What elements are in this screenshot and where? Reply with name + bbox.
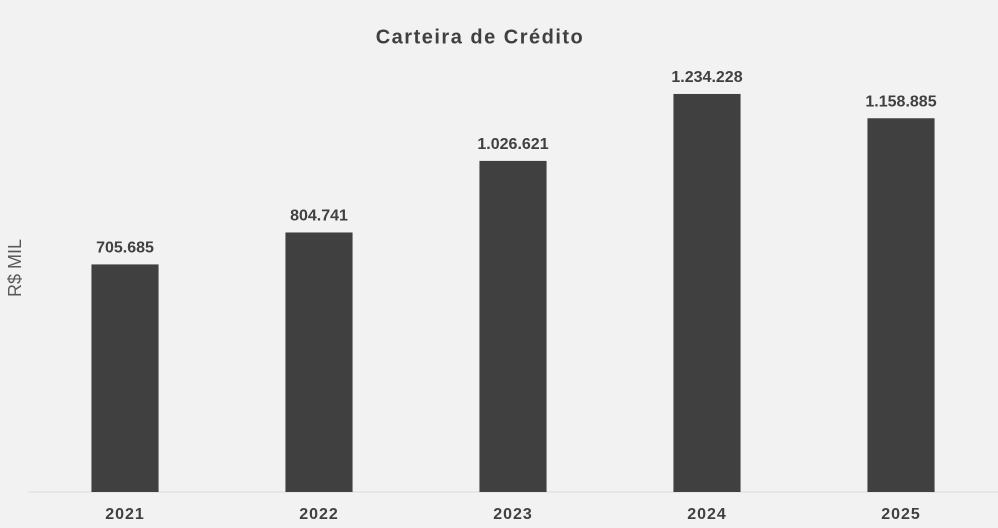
- x-tick-label: 2022: [299, 506, 339, 523]
- bar: [867, 118, 935, 493]
- bar: [285, 232, 353, 493]
- data-label: 804.741: [290, 208, 348, 225]
- data-label: 1.158.885: [865, 93, 936, 110]
- bar: [91, 264, 159, 492]
- chart-title: Carteira de Crédito: [376, 26, 585, 48]
- x-tick-label: 2021: [105, 506, 145, 523]
- y-axis-title: R$ MIL: [5, 239, 25, 297]
- bar: [673, 93, 741, 492]
- data-label: 1.026.621: [477, 136, 548, 153]
- data-label: 1.234.228: [671, 69, 742, 86]
- x-tick-label: 2025: [881, 506, 921, 523]
- x-tick-label: 2023: [493, 506, 533, 523]
- x-tick-label: 2024: [687, 506, 727, 523]
- bar: [479, 160, 547, 492]
- data-label: 705.685: [96, 240, 154, 257]
